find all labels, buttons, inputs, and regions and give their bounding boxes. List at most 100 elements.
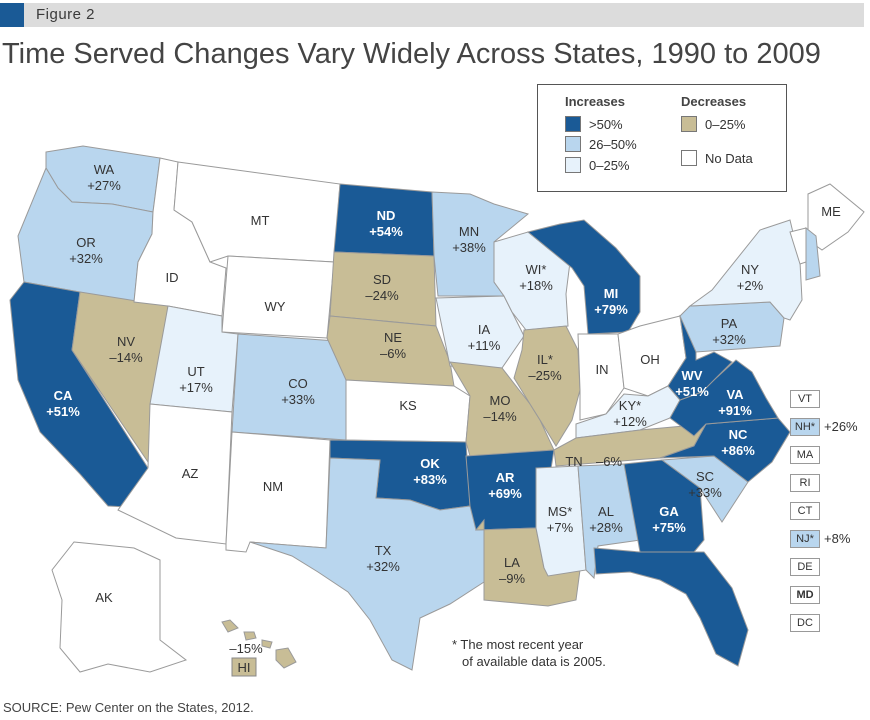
state-value-mn: +38% <box>452 240 486 255</box>
state-label-tn: TN <box>565 454 582 469</box>
legend-item-label: 0–25% <box>589 158 630 173</box>
legend-item: >50% <box>565 116 623 132</box>
state-value-ny: +2% <box>737 278 764 293</box>
state-az <box>117 403 233 545</box>
state-value-ms: +7% <box>547 520 574 535</box>
state-label-la: LA <box>504 555 520 570</box>
state-label-ca: CA <box>54 388 73 403</box>
state-value-or: +32% <box>69 251 103 266</box>
legend-item: 0–25% <box>565 157 629 173</box>
small-state-value-nh: +26% <box>824 419 858 434</box>
small-state-box-ct: CT <box>790 502 820 520</box>
state-nh <box>805 226 821 281</box>
state-value-tx: +32% <box>366 559 400 574</box>
state-value-wa: +27% <box>87 178 121 193</box>
state-label-mn: MN <box>459 224 479 239</box>
state-value-ca: +51% <box>46 404 80 419</box>
legend-decreases-title: Decreases <box>681 94 747 109</box>
legend-item: 0–25% <box>681 116 745 132</box>
state-value-va: +91% <box>718 403 752 418</box>
state-value-ky: +12% <box>613 414 647 429</box>
small-state-box-vt: VT <box>790 390 820 408</box>
source-note: SOURCE: Pew Center on the States, 2012. <box>3 700 254 715</box>
state-label-ak: AK <box>95 590 113 605</box>
state-label-nd: ND <box>377 208 396 223</box>
state-label-or: OR <box>76 235 96 250</box>
legend-item-label: No Data <box>705 151 753 166</box>
state-label-ky: KY* <box>619 398 641 413</box>
state-nm <box>225 431 331 553</box>
state-label-wv: WV <box>682 368 703 383</box>
footnote-line: * The most recent year <box>452 637 584 652</box>
state-value-sc: +33% <box>688 485 722 500</box>
state-value-ut: +17% <box>179 380 213 395</box>
state-label-mo: MO <box>490 393 511 408</box>
state-label-me: ME <box>821 204 841 219</box>
state-value-mi: +79% <box>594 302 628 317</box>
state-label-ks: KS <box>399 398 417 413</box>
state-value-ar: +69% <box>488 486 522 501</box>
state-label-nm: NM <box>263 479 283 494</box>
legend-swatch <box>681 116 697 132</box>
state-label-in: IN <box>596 362 609 377</box>
legend-increases-title: Increases <box>565 94 625 109</box>
small-state-box-ma: MA <box>790 446 820 464</box>
state-value-la: –9% <box>499 571 525 586</box>
legend-item-label: 0–25% <box>705 117 746 132</box>
legend-swatch <box>565 157 581 173</box>
state-tx <box>249 457 485 671</box>
state-value-hi: –15% <box>229 641 263 656</box>
state-label-va: VA <box>726 387 744 402</box>
figure-label: Figure 2 <box>36 6 96 23</box>
legend-item: 26–50% <box>565 136 637 152</box>
state-label-ut: UT <box>187 364 204 379</box>
state-label-ar: AR <box>496 470 515 485</box>
legend-swatch <box>565 116 581 132</box>
state-value-ok: +83% <box>413 472 447 487</box>
state-label-ok: OK <box>420 456 440 471</box>
small-state-value-nj: +8% <box>824 531 851 546</box>
footnote-line: of available data is 2005. <box>462 654 606 669</box>
state-label-ms: MS* <box>548 504 573 519</box>
state-value-fl: +166% <box>648 623 689 638</box>
state-value-nv: –14% <box>109 350 143 365</box>
small-state-box-md: MD <box>790 586 820 604</box>
state-value-mo: –14% <box>483 409 517 424</box>
state-value-wi: +18% <box>519 278 553 293</box>
state-label-al: AL <box>598 504 614 519</box>
state-fl <box>593 547 749 667</box>
figure-swatch <box>0 3 24 27</box>
hi-label-box <box>231 657 257 677</box>
state-mi <box>526 219 641 335</box>
state-hi <box>221 619 297 669</box>
small-state-box-ri: RI <box>790 474 820 492</box>
state-label-nc: NC <box>729 427 748 442</box>
small-state-box-de: DE <box>790 558 820 576</box>
state-value-al: +28% <box>589 520 623 535</box>
state-value-tn: –6% <box>596 454 622 469</box>
state-value-ga: +75% <box>652 520 686 535</box>
small-state-box-nj: NJ* <box>790 530 820 548</box>
state-label-fl: FL <box>660 607 676 622</box>
state-label-ia: IA <box>478 322 491 337</box>
state-label-wa: WA <box>94 162 115 177</box>
legend-swatch <box>681 150 697 166</box>
state-wy <box>221 255 335 339</box>
state-label-pa: PA <box>721 316 738 331</box>
legend-swatch <box>565 136 581 152</box>
state-label-mt: MT <box>251 213 270 228</box>
state-value-nc: +86% <box>721 443 755 458</box>
state-label-hi: HI <box>238 660 251 675</box>
state-ny <box>688 219 803 321</box>
state-label-wy: WY <box>265 299 286 314</box>
state-label-ga: GA <box>659 504 679 519</box>
state-value-nd: +54% <box>369 224 403 239</box>
state-value-co: +33% <box>281 392 315 407</box>
state-value-wv: +51% <box>675 384 709 399</box>
legend: Increases Decreases >50% 26–50% 0–25% 0–… <box>537 84 787 192</box>
small-state-box-nh: NH* <box>790 418 820 436</box>
state-value-ia: +11% <box>468 338 501 353</box>
state-label-az: AZ <box>182 466 199 481</box>
state-label-tx: TX <box>375 543 392 558</box>
